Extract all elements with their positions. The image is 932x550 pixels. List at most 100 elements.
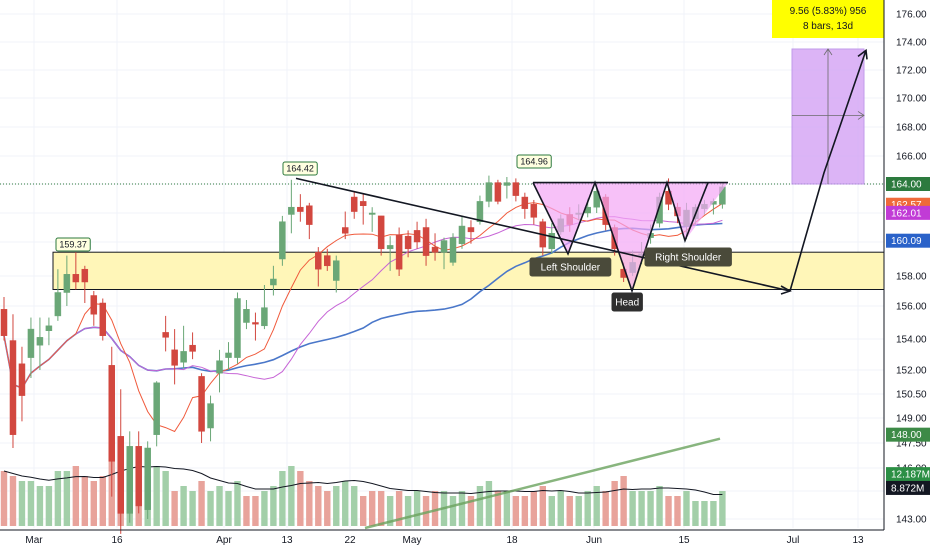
time-tick-9: Jul <box>787 535 800 546</box>
measure-box-bg <box>772 0 884 38</box>
candle-12 <box>108 346 116 497</box>
candle-body <box>297 206 304 212</box>
price-tag-bg <box>886 205 930 220</box>
volume-bar-31 <box>279 471 286 526</box>
volume-bar-43 <box>386 496 394 526</box>
volume-bar-66 <box>593 486 600 526</box>
candle-body <box>324 255 331 267</box>
volume-bar-58 <box>521 496 529 526</box>
price-tag-bg <box>886 177 930 191</box>
volume-bar-39 <box>351 486 358 526</box>
candle-body <box>359 201 367 206</box>
candle-10 <box>90 291 98 326</box>
projection-up-arrow <box>823 48 833 56</box>
candle-8 <box>72 252 80 290</box>
volume-bar-69 <box>620 476 627 526</box>
candle-body <box>0 309 8 336</box>
volume-bar-52 <box>467 496 475 526</box>
right-shoulder-label: Right Shoulder <box>644 247 732 267</box>
volume-bar-56 <box>503 491 511 526</box>
volume-bar-70 <box>629 491 636 526</box>
candle-18 <box>162 315 169 352</box>
candle-body <box>180 351 187 363</box>
candle-37 <box>333 255 340 293</box>
candle-body <box>476 201 484 222</box>
volume-bar-6 <box>54 471 62 526</box>
candle-15 <box>135 431 142 514</box>
high-label-1-bg <box>282 161 318 176</box>
candle-39 <box>350 191 358 219</box>
candle-9 <box>81 265 89 303</box>
candle-27 <box>243 300 250 330</box>
right-shoulder-label-text: Right Shoulder <box>655 253 722 264</box>
volume-bar-77 <box>692 501 699 526</box>
price-tick-18: 143.00 <box>896 515 927 526</box>
price-tick-3: 170.00 <box>896 94 927 105</box>
left-shoulder-label: Left Shoulder <box>529 257 612 277</box>
annotation-labels: 164.42 164.96 159.37 Left Shoulder Head Right… <box>55 0 884 312</box>
candle-body <box>189 344 196 352</box>
candle-45 <box>404 230 412 258</box>
candle-59 <box>530 199 538 225</box>
candle-body <box>252 322 259 325</box>
candle-5 <box>45 317 53 346</box>
volume-bar-74 <box>665 496 672 526</box>
volume-bar-23 <box>207 491 214 526</box>
time-tick-8: 15 <box>678 535 690 546</box>
volume-bar-11 <box>99 476 106 526</box>
candle-11 <box>99 298 107 341</box>
candle-body <box>306 205 313 225</box>
projection-path <box>789 50 867 292</box>
price-tag-bg <box>886 467 930 482</box>
candle-52 <box>467 220 475 244</box>
high-label-3-bg <box>55 237 91 252</box>
volume-bar-68 <box>611 481 618 526</box>
volume-bar-29 <box>261 491 268 526</box>
volume-bar-63 <box>566 496 573 526</box>
candle-20 <box>180 325 187 369</box>
volume-bar-50 <box>449 496 457 526</box>
candle-body <box>108 365 116 462</box>
candle-36 <box>324 248 331 271</box>
price-tag-text: 164.00 <box>891 180 922 191</box>
candle-14 <box>126 431 133 523</box>
time-axis[interactable]: Mar 16 Apr 13 22 May 18 Jun 15 Jul 13 <box>0 529 884 546</box>
candle-17 <box>153 381 160 447</box>
volume-bar-38 <box>342 481 349 526</box>
volume-bar-62 <box>557 491 564 526</box>
volume-bar-78 <box>701 501 708 526</box>
candle-body <box>99 302 107 336</box>
time-tick-6: 18 <box>506 535 518 546</box>
candle-body <box>530 204 538 218</box>
volume-bar-9 <box>81 476 89 526</box>
candle-body <box>279 221 286 260</box>
volume-bar-8 <box>72 466 80 526</box>
volume-bar-45 <box>404 496 412 526</box>
candle-body <box>377 215 385 250</box>
volume-bar-48 <box>431 491 439 526</box>
candle-body <box>171 349 178 366</box>
candle-49 <box>440 237 448 270</box>
price-tick-2: 172.00 <box>896 66 927 77</box>
price-axis[interactable]: 176.00 174.00 172.00 170.00 168.00 166.00 164.… <box>883 0 930 530</box>
head-label-text: Head <box>615 298 639 309</box>
candle-34 <box>306 202 313 240</box>
price-tick-12: 152.00 <box>896 366 927 377</box>
candle-21 <box>189 332 196 360</box>
candle-56 <box>503 177 511 199</box>
candle-body <box>261 307 268 327</box>
volume-bar-27 <box>243 496 250 526</box>
candle-0 <box>0 297 8 341</box>
head-label: Head <box>611 292 643 312</box>
time-tick-1: 16 <box>111 535 123 546</box>
candle-body <box>512 182 520 196</box>
candle-body <box>386 245 394 250</box>
volume-bar-1 <box>9 476 17 526</box>
trendline-arrowhead <box>780 285 792 295</box>
candle-body <box>243 309 250 323</box>
support-zone <box>52 251 885 290</box>
candle-body <box>90 295 98 315</box>
pattern-fill-0 <box>533 182 595 254</box>
head-shoulders-outline <box>532 179 709 294</box>
